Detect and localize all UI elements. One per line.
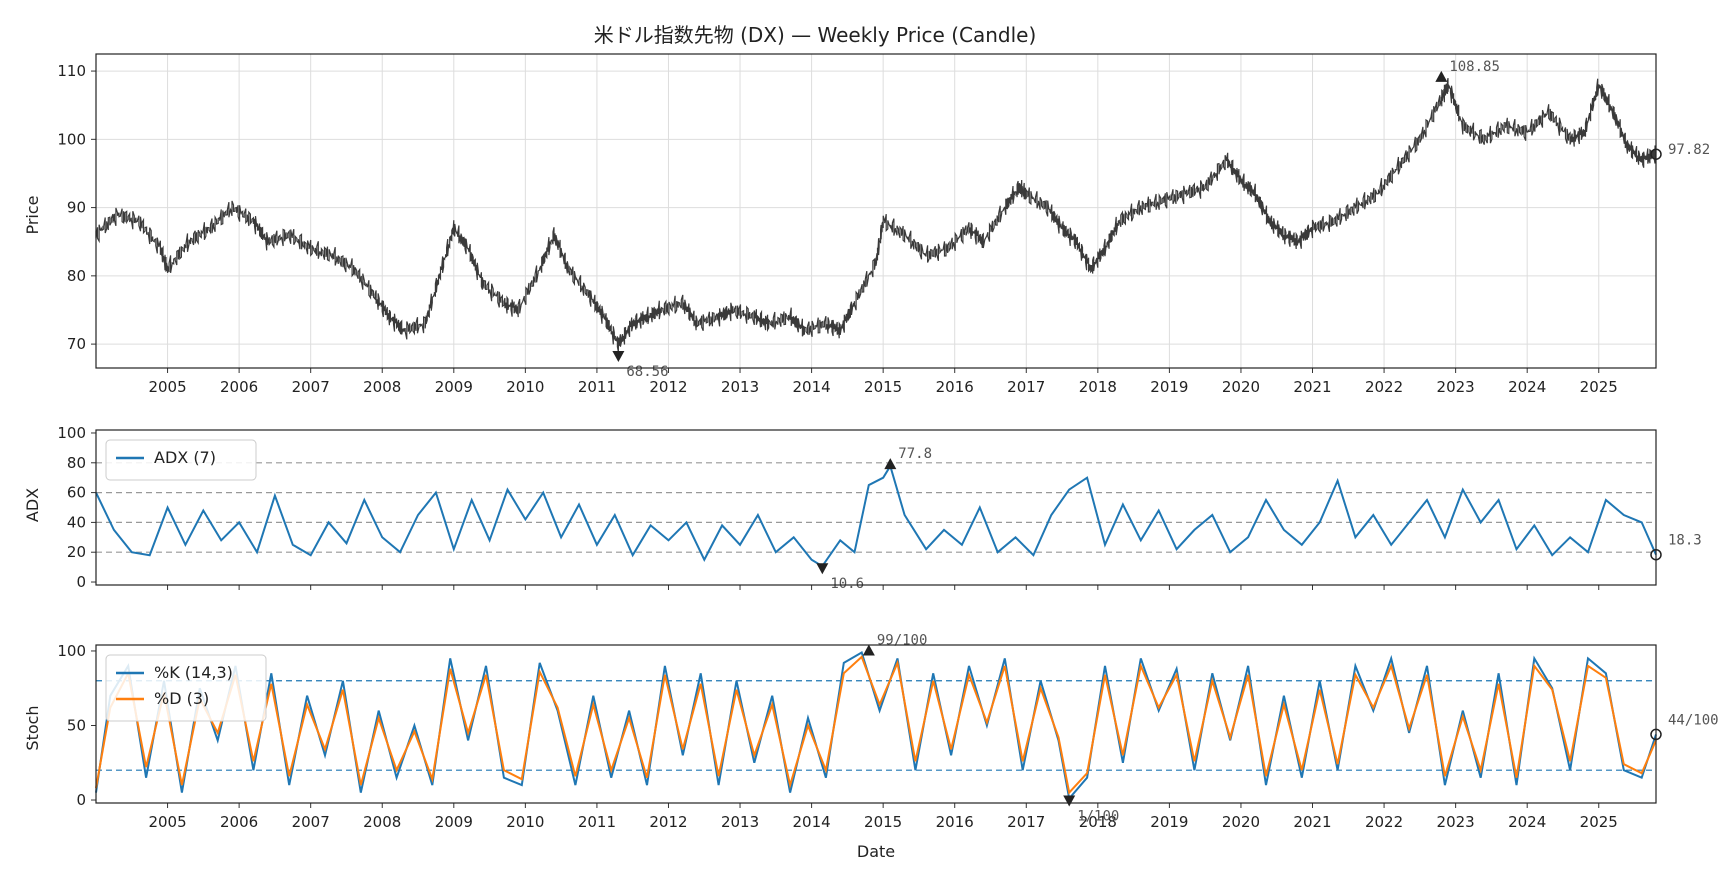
x-tick-label: 2018 — [1079, 813, 1117, 831]
legend-label: %D (3) — [154, 689, 209, 708]
min-marker — [816, 563, 829, 575]
x-tick-label: 2007 — [292, 813, 330, 831]
y-tick-label: 0 — [76, 573, 86, 591]
y-tick-label: 100 — [57, 642, 86, 660]
y-tick-label: 70 — [67, 335, 86, 353]
x-tick-label: 2023 — [1437, 378, 1475, 396]
min-annotation: 1/100 — [1077, 809, 1119, 825]
adx-panel: 0 20 40 60 80 100 77.8 10.6 18.3 ADX (7) — [57, 424, 1701, 592]
legend-box — [105, 654, 267, 722]
axes-frame — [95, 429, 1657, 586]
last-annotation: 97.82 — [1668, 142, 1710, 158]
x-tick-label: 2005 — [148, 378, 186, 396]
price-candles — [95, 77, 1657, 353]
x-tick-label: 2025 — [1580, 813, 1618, 831]
x-tick-label: 2015 — [864, 378, 902, 396]
x-tick-label: 2008 — [363, 378, 401, 396]
x-tick-label: 2016 — [936, 378, 974, 396]
y-tick-label: 20 — [67, 543, 86, 561]
max-annotation: 99/100 — [877, 632, 928, 648]
x-tick-label: 2007 — [292, 378, 330, 396]
max-annotation: 108.85 — [1449, 59, 1500, 75]
series-line-0 — [95, 651, 1657, 801]
min-annotation: 10.6 — [830, 576, 864, 592]
max-marker — [884, 458, 897, 470]
x-tick-label: 2024 — [1508, 813, 1546, 831]
y-tick-label: 100 — [57, 130, 86, 148]
x-tick-label: 2021 — [1293, 378, 1331, 396]
x-tick-label: 2019 — [1150, 378, 1188, 396]
x-tick-label: 2008 — [363, 813, 401, 831]
last-annotation: 18.3 — [1668, 533, 1702, 549]
x-tick-label: 2025 — [1580, 378, 1618, 396]
x-tick-label: 2012 — [649, 378, 687, 396]
y-tick-label: 80 — [67, 267, 86, 285]
x-tick-label: 2010 — [506, 813, 544, 831]
x-tick-label: 2018 — [1079, 378, 1117, 396]
y-tick-label: 80 — [67, 454, 86, 472]
legend-box — [105, 439, 257, 481]
axes-frame — [95, 644, 1657, 804]
y-tick-label: 50 — [67, 716, 86, 734]
x-tick-label: 2011 — [578, 378, 616, 396]
x-tick-label: 2023 — [1437, 813, 1475, 831]
x-tick-label: 2014 — [793, 378, 831, 396]
x-tick-label: 2013 — [721, 813, 759, 831]
x-tick-label: 2015 — [864, 813, 902, 831]
x-tick-label: 2019 — [1150, 813, 1188, 831]
y-tick-label: 0 — [76, 791, 86, 809]
x-tick-label: 2010 — [506, 378, 544, 396]
max-marker — [862, 644, 875, 656]
series-line-0 — [95, 463, 1657, 568]
adx-ylabel: ADX — [23, 488, 42, 522]
y-tick-label: 100 — [57, 424, 86, 442]
y-tick-label: 110 — [57, 62, 86, 80]
x-tick-label: 2009 — [435, 378, 473, 396]
x-tick-label: 2011 — [578, 813, 616, 831]
legend-label: %K (14,3) — [154, 663, 233, 682]
max-annotation: 77.8 — [898, 446, 932, 462]
stoch-panel: 0 50 100 2005 2006 2007 2008 2009 2010 2011 2012 20… — [57, 632, 1718, 831]
y-tick-label: 40 — [67, 513, 86, 531]
price-ylabel: Price — [23, 195, 42, 234]
x-tick-label: 2006 — [220, 813, 258, 831]
x-tick-label: 2013 — [721, 378, 759, 396]
x-tick-label: 2012 — [649, 813, 687, 831]
stoch-ylabel: Stoch — [23, 705, 42, 750]
chart-title: 米ドル指数先物 (DX) — Weekly Price (Candle) — [594, 23, 1037, 47]
min-marker — [612, 350, 625, 362]
last-annotation: 44/100 — [1668, 712, 1719, 728]
x-tick-label: 2022 — [1365, 813, 1403, 831]
min-marker — [1063, 795, 1076, 807]
y-tick-label: 90 — [67, 199, 86, 217]
max-marker — [1435, 70, 1448, 82]
x-tick-label: 2021 — [1293, 813, 1331, 831]
x-tick-label: 2016 — [936, 813, 974, 831]
x-tick-label: 2024 — [1508, 378, 1546, 396]
x-tick-label: 2017 — [1007, 378, 1045, 396]
x-tick-label: 2022 — [1365, 378, 1403, 396]
x-tick-label: 2006 — [220, 378, 258, 396]
y-tick-label: 60 — [67, 484, 86, 502]
legend-label: ADX (7) — [154, 448, 216, 467]
x-tick-label: 2014 — [793, 813, 831, 831]
x-tick-label: 2020 — [1222, 378, 1260, 396]
series-line-1 — [95, 655, 1657, 795]
x-tick-label: 2017 — [1007, 813, 1045, 831]
x-tick-label: 2005 — [148, 813, 186, 831]
axes-frame — [95, 53, 1657, 369]
x-tick-label: 2020 — [1222, 813, 1260, 831]
min-annotation: 68.56 — [626, 364, 668, 380]
price-panel: 70 80 90 100 110 2005 2006 2007 2008 2009 2010 2011… — [57, 53, 1710, 396]
date-xlabel: Date — [857, 842, 895, 861]
x-tick-label: 2009 — [435, 813, 473, 831]
